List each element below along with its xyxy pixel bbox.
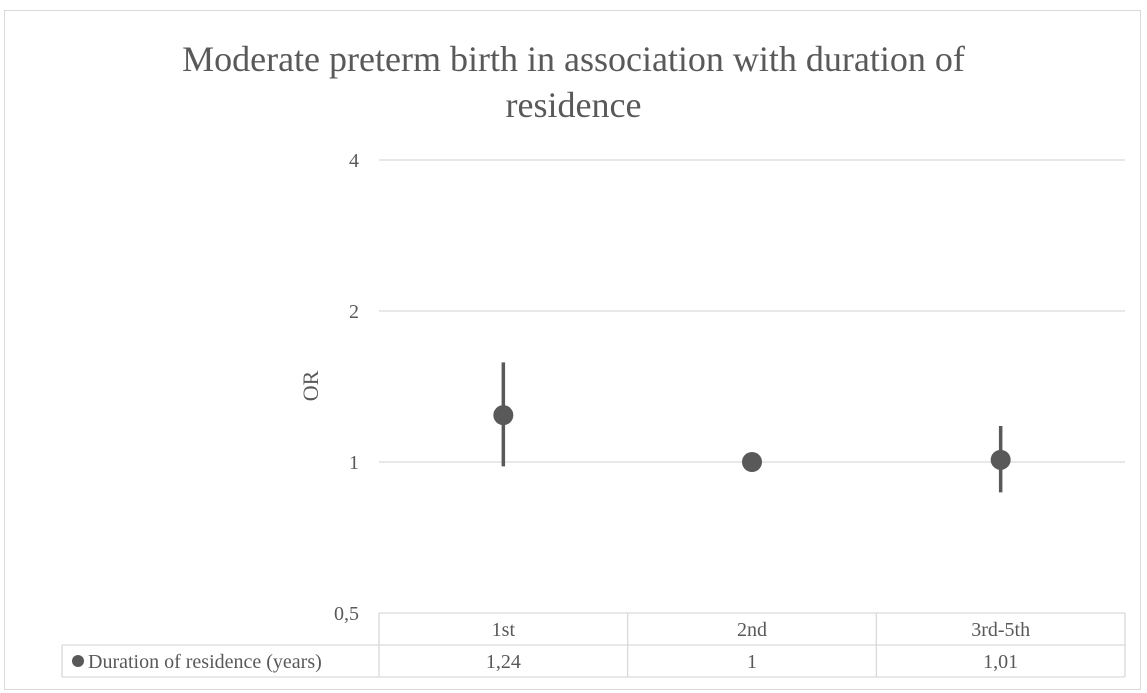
gridlines bbox=[379, 159, 1125, 463]
data-label: 1,24 bbox=[486, 651, 521, 673]
legend-marker bbox=[72, 655, 84, 667]
legend-entry: Duration of residence (years) bbox=[88, 651, 322, 673]
y-tick-label: 0,5 bbox=[334, 603, 359, 625]
x-tick-label: 1st bbox=[492, 619, 516, 641]
chart-title: Moderate preterm birth in association wi… bbox=[182, 39, 965, 125]
y-tick-label: 1 bbox=[349, 452, 359, 474]
y-axis-ticks: 0,5 1 2 4 bbox=[334, 150, 359, 625]
data-point bbox=[742, 452, 762, 472]
error-bars bbox=[501, 362, 1003, 493]
data-table: 1st 1,24 2nd 1 3rd-5th 1,01 Duration of reside… bbox=[61, 612, 1126, 678]
y-axis-label: OR bbox=[298, 370, 323, 401]
data-point bbox=[990, 449, 1011, 470]
y-tick-label: 2 bbox=[349, 301, 359, 323]
data-label: 1 bbox=[747, 651, 757, 673]
data-points bbox=[493, 405, 1011, 472]
data-label: 1,01 bbox=[983, 651, 1018, 673]
chart-title-container: Moderate preterm birth in association wi… bbox=[0, 36, 1147, 128]
chart-area bbox=[4, 10, 1141, 690]
y-tick-label: 4 bbox=[349, 150, 359, 172]
x-tick-label: 2nd bbox=[737, 619, 767, 641]
x-tick-label: 3rd-5th bbox=[971, 619, 1030, 641]
data-point bbox=[493, 405, 514, 426]
